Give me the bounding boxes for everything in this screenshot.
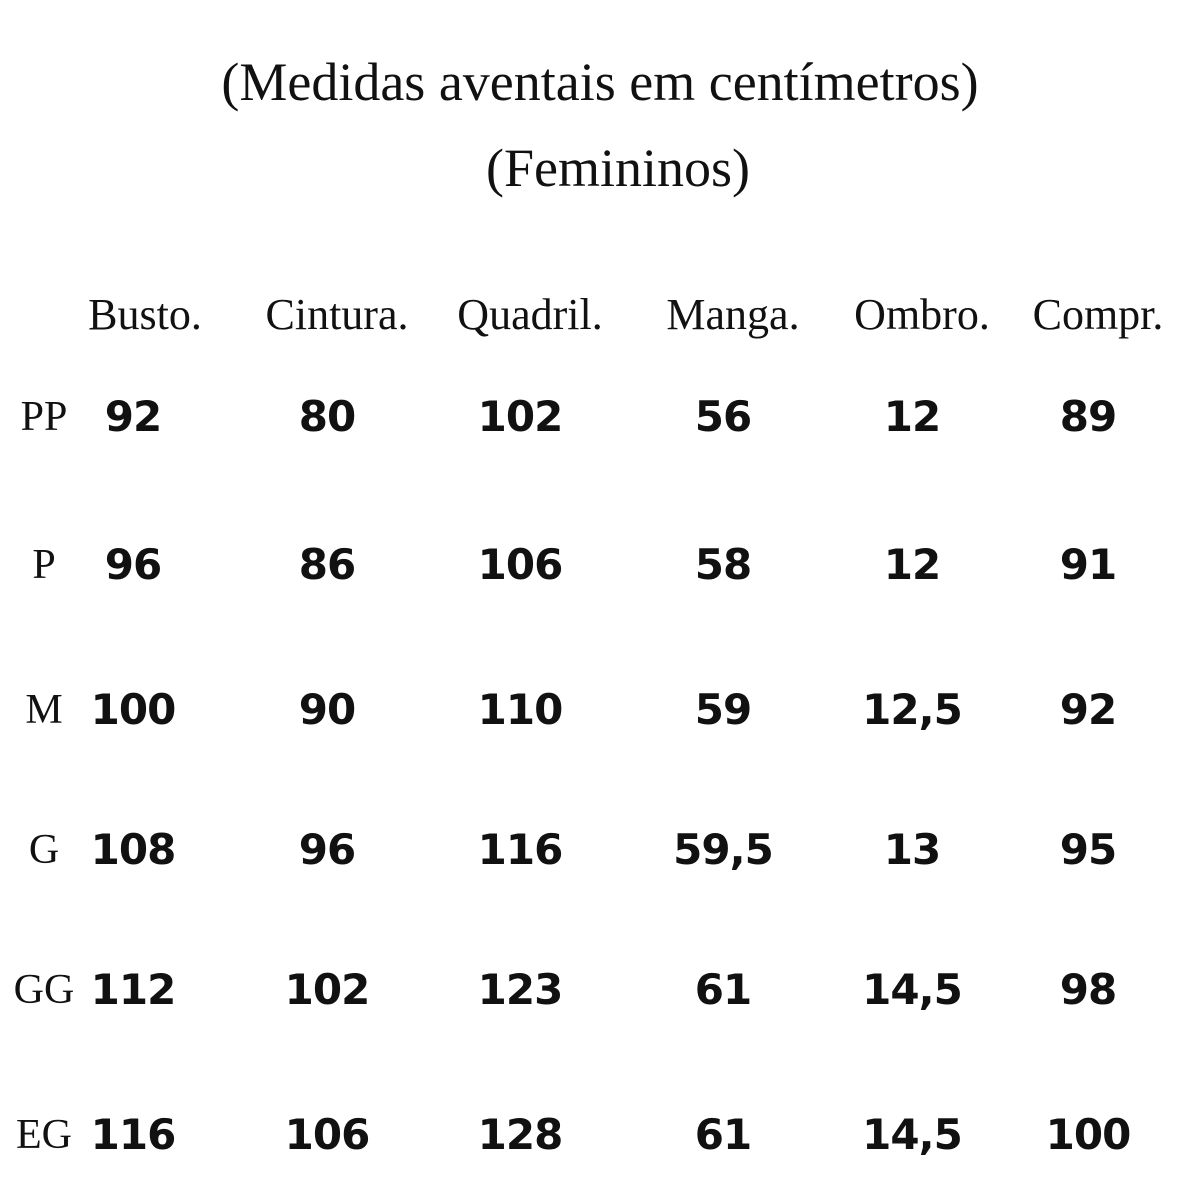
cell: 89 <box>1059 392 1117 441</box>
column-header: Quadril. <box>457 290 603 339</box>
cell: 98 <box>1059 965 1117 1014</box>
cell: 123 <box>477 965 564 1014</box>
cell: 90 <box>298 685 356 734</box>
column-header: Manga. <box>666 290 800 339</box>
column-header: Compr. <box>1032 290 1164 339</box>
cell: 100 <box>1045 1110 1132 1159</box>
cell: 96 <box>298 825 356 874</box>
size-label: M <box>25 687 63 733</box>
column-header: Busto. <box>88 290 202 339</box>
size-label: P <box>32 542 56 588</box>
size-label: PP <box>20 394 68 440</box>
cell: 12 <box>883 540 941 589</box>
cell: 14,5 <box>862 1110 963 1159</box>
cell: 91 <box>1059 540 1117 589</box>
cell: 86 <box>298 540 356 589</box>
cell: 106 <box>477 540 564 589</box>
cell: 80 <box>298 392 356 441</box>
cell: 112 <box>90 965 177 1014</box>
cell: 58 <box>694 540 752 589</box>
size-label: EG <box>16 1112 72 1158</box>
cell: 92 <box>104 392 162 441</box>
cell: 14,5 <box>862 965 963 1014</box>
cell: 96 <box>104 540 162 589</box>
cell: 110 <box>477 685 564 734</box>
cell: 128 <box>477 1110 564 1159</box>
size-label: GG <box>13 967 75 1013</box>
size-label: G <box>28 827 60 873</box>
cell: 13 <box>883 825 941 874</box>
cell: 95 <box>1059 825 1117 874</box>
cell: 61 <box>694 965 752 1014</box>
cell: 108 <box>90 825 177 874</box>
cell: 102 <box>477 392 564 441</box>
cell: 12,5 <box>862 685 963 734</box>
cell: 100 <box>90 685 177 734</box>
cell: 92 <box>1059 685 1117 734</box>
cell: 12 <box>883 392 941 441</box>
cell: 59,5 <box>673 825 774 874</box>
cell: 116 <box>90 1110 177 1159</box>
column-header: Ombro. <box>854 290 990 339</box>
cell: 106 <box>284 1110 371 1159</box>
column-header: Cintura. <box>265 290 409 339</box>
title: (Medidas aventais em centímetros) <box>221 52 979 112</box>
cell: 59 <box>694 685 752 734</box>
cell: 61 <box>694 1110 752 1159</box>
cell: 116 <box>477 825 564 874</box>
cell: 56 <box>694 392 752 441</box>
subtitle: (Femininos) <box>486 138 750 198</box>
cell: 102 <box>284 965 371 1014</box>
